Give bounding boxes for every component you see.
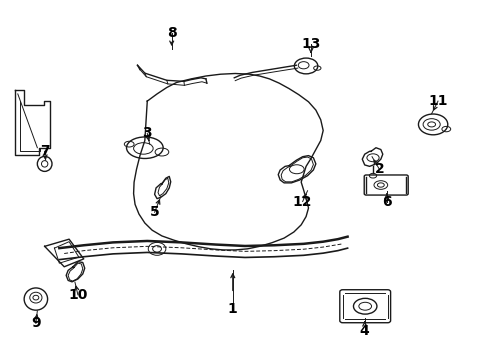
Text: 10: 10 [68, 288, 88, 302]
Text: 8: 8 [167, 26, 176, 40]
Text: 9: 9 [31, 316, 41, 330]
Text: 3: 3 [143, 126, 152, 140]
Text: 12: 12 [293, 194, 313, 208]
Text: 13: 13 [301, 37, 320, 51]
Text: 7: 7 [40, 144, 49, 158]
Text: 11: 11 [428, 94, 448, 108]
Text: 5: 5 [150, 205, 159, 219]
Text: 6: 6 [382, 194, 392, 208]
Text: 4: 4 [360, 324, 369, 338]
Text: 2: 2 [374, 162, 384, 176]
Text: 1: 1 [228, 302, 238, 316]
